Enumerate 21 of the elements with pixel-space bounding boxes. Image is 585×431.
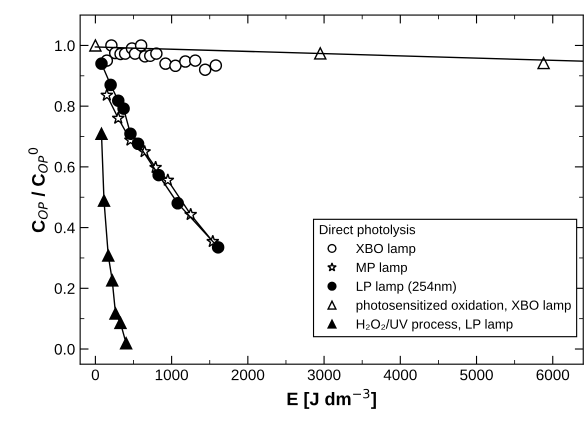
legend-label: XBO lamp <box>356 243 416 256</box>
y-tick-label: 0.8 <box>54 101 75 112</box>
x-tick-label: 0 <box>92 369 100 380</box>
y-axis-title: C$_{OP}$ / C$_{OP}$$^{0}$ <box>28 148 48 232</box>
legend-title: Direct photolysis <box>320 224 416 237</box>
y-tick-label: 1.0 <box>55 40 75 52</box>
legend-label: MP lamp <box>356 262 408 275</box>
legend-label: H₂O₂/UV process, LP lamp <box>356 319 513 332</box>
x-axis-title: E [J dm$^{−3}$] <box>288 388 376 409</box>
x-tick-label: 5000 <box>460 369 493 380</box>
x-tick-label: 6000 <box>536 369 570 380</box>
x-tick-label: 4000 <box>384 369 417 380</box>
y-tick-label: 0.2 <box>54 283 75 294</box>
y-tick-label: 0.0 <box>54 344 75 355</box>
x-tick-label: 3000 <box>308 369 340 380</box>
x-tick-label: 2000 <box>232 369 264 380</box>
legend-label: photosensitized oxidation, XBO lamp <box>356 300 571 312</box>
legend-label: LP lamp (254nm) <box>356 281 456 294</box>
x-tick-label: 1000 <box>156 369 188 380</box>
y-tick-label: 0.6 <box>54 162 75 173</box>
y-tick-label: 0.4 <box>54 222 75 234</box>
